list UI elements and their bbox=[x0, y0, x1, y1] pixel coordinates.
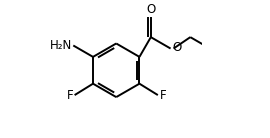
Text: O: O bbox=[172, 41, 181, 54]
Text: O: O bbox=[146, 3, 156, 16]
Text: F: F bbox=[160, 89, 166, 102]
Text: F: F bbox=[66, 89, 73, 102]
Text: H₂N: H₂N bbox=[50, 39, 73, 52]
